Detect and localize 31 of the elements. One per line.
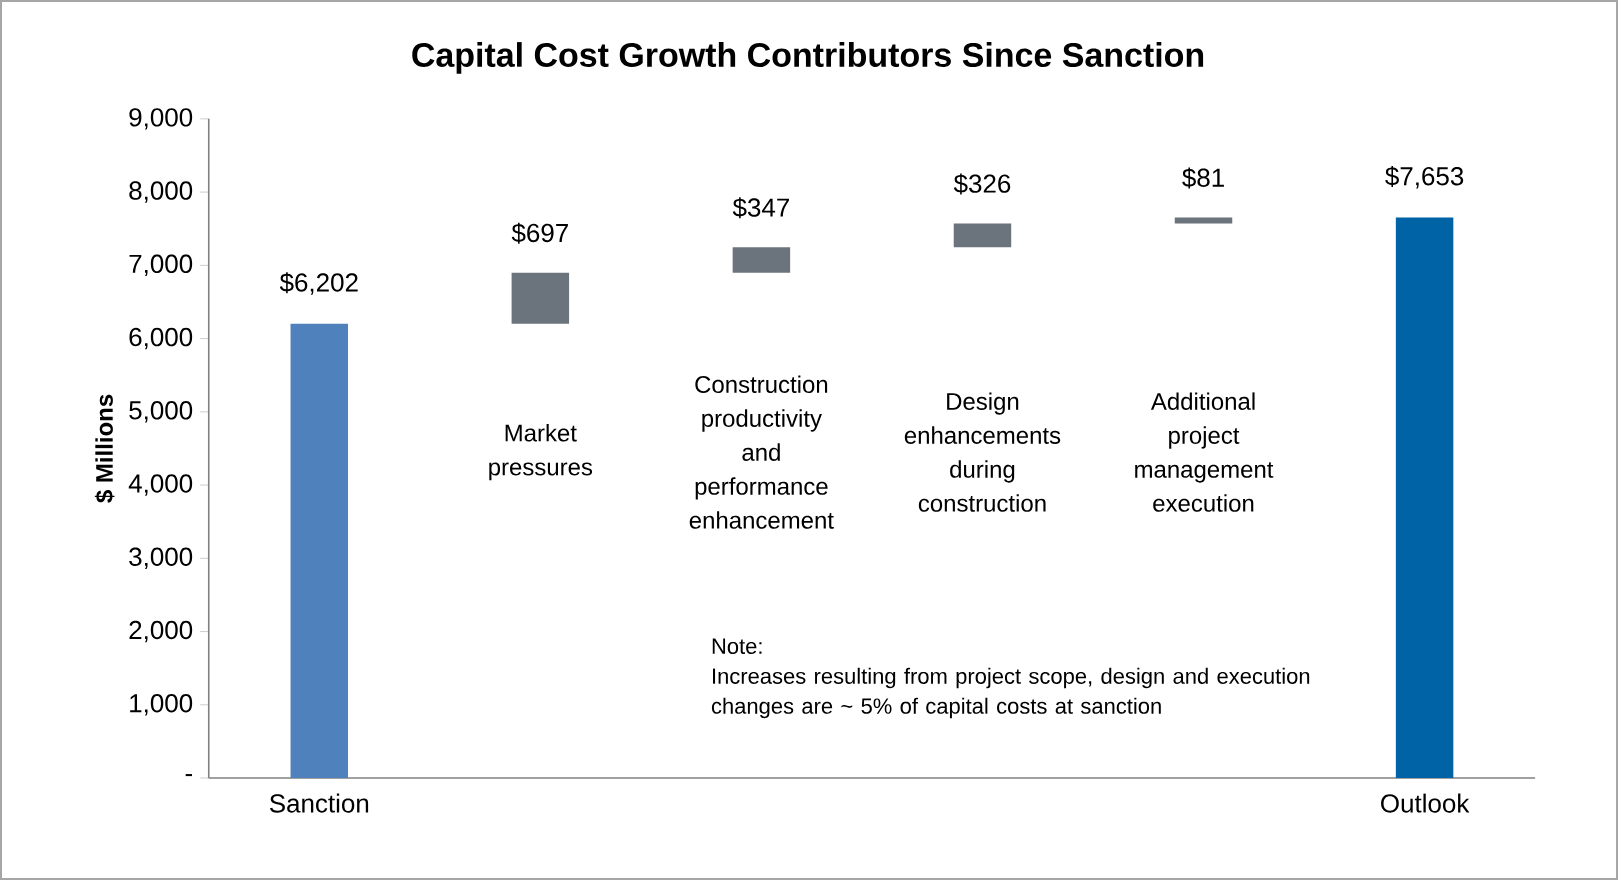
bar	[1395, 217, 1454, 779]
x-tick-label: Additional project management execution	[1135, 392, 1274, 512]
data-label: $697	[511, 222, 568, 244]
bar	[732, 247, 791, 273]
x-tick-label: Sanction	[269, 793, 369, 813]
x-tick-label: Market pressures	[489, 424, 593, 481]
data-label: $6,202	[279, 272, 358, 295]
y-tick-label: 3,000	[129, 547, 193, 570]
x-tick-label: Outlook	[1381, 793, 1470, 813]
chart-title: Capital Cost Growth Contributors Since Sanction	[412, 42, 1204, 74]
y-tick-label: 5,000	[129, 401, 193, 423]
annotation: Note:	[712, 638, 762, 654]
bar	[953, 223, 1012, 248]
y-tick-label: 7,000	[129, 254, 193, 277]
bar	[511, 272, 570, 324]
annotation: Increases resulting from project scope, design and execution changes are ~ 5% of capital costs at sanction	[711, 667, 1310, 719]
y-tick-label: 1,000	[130, 694, 193, 716]
y-tick-label: -	[185, 774, 192, 777]
data-label: $7,653	[1385, 165, 1464, 189]
x-tick-label: Design enhancements during construction	[904, 392, 1061, 512]
y-tick-label: 9,000	[129, 108, 193, 130]
y-tick-label: 2,000	[129, 620, 193, 643]
data-label: $347	[732, 197, 789, 219]
y-tick-label: 4,000	[128, 474, 193, 496]
y-axis-title: $ Millions	[94, 394, 115, 503]
y-tick-label: 6,000	[129, 327, 193, 350]
data-label: $81	[1182, 167, 1224, 189]
x-tick-label: Construction productivity and performance enhancement	[689, 375, 834, 529]
y-tick-label: 8,000	[129, 181, 193, 203]
data-label: $326	[953, 173, 1011, 195]
bar	[290, 323, 349, 779]
